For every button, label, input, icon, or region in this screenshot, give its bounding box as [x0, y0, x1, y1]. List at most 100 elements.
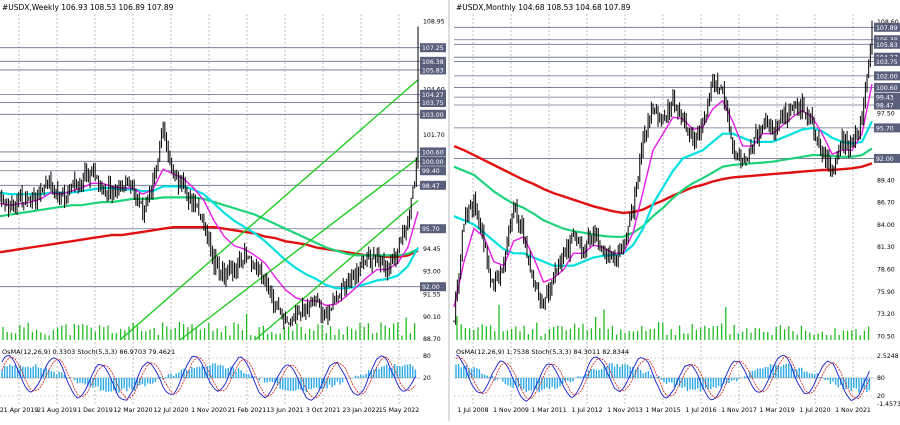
price-tag-box — [420, 180, 448, 190]
price-tick-label: 94.45 — [423, 246, 441, 253]
price-tick-label: 91.55 — [423, 291, 441, 298]
weekly-price-candles — [0, 26, 419, 330]
price-tag-label: 98.47 — [422, 183, 440, 190]
price-tag-label: 95.70 — [422, 226, 440, 233]
price-tag-label: 106.38 — [422, 59, 444, 66]
x-tick-label: 23 Jan 2022 — [342, 407, 379, 414]
ema-line-ema-long — [453, 144, 873, 215]
price-tag-label: 107.89 — [876, 25, 898, 32]
ema-line-ema-long — [0, 225, 419, 259]
x-tick-label: 21 Aug 2019 — [37, 407, 77, 414]
monthly-chart-title: #USDX,Monthly 104.68 108.53 104.68 107.8… — [456, 3, 631, 12]
price-tag-box — [874, 92, 900, 102]
price-tag-box — [420, 147, 448, 157]
price-tag-label: 107.25 — [422, 45, 444, 52]
price-tag-box — [420, 43, 448, 53]
monthly-price-candles — [453, 20, 873, 325]
price-tick-label: 97.50 — [877, 111, 895, 118]
price-tag-box — [874, 153, 900, 163]
monthly-price-lines — [454, 26, 874, 159]
price-tag-label: 105.83 — [876, 42, 898, 49]
stoch-main-line — [1, 355, 416, 401]
osc-tick-label: -1.4573 — [877, 401, 900, 408]
x-tick-label: 1 Jul 2008 — [457, 407, 488, 414]
monthly-chart-panel[interactable]: 2.5248 80 20-1.4573 108.60107.89106.38105.… — [453, 3, 900, 414]
monthly-time-axis: 1 Jul 2008 1 Nov 2009 1 Mar 2011 1 Jul 2012… — [457, 407, 870, 414]
weekly-time-axis: 21 Apr 2019 21 Aug 2019 1 Dec 2019 12 Mar 2… — [0, 407, 419, 414]
x-tick-label: 1 Mar 2019 — [759, 407, 794, 414]
price-tag-box — [420, 89, 448, 99]
monthly-price-axis: 108.60107.89106.38105.83104.27103.75102.… — [874, 19, 900, 340]
price-tick-label: 73.20 — [877, 311, 895, 318]
price-tick-label: 75.90 — [877, 289, 895, 296]
price-tag-label: 102.00 — [876, 73, 898, 80]
osc-tick-label: 80 — [423, 353, 431, 360]
price-tick-label: 93.00 — [423, 269, 441, 276]
x-tick-label: 21 Feb 2021 — [228, 407, 267, 414]
x-tick-label: 1 Mar 2011 — [531, 407, 566, 414]
price-tag-label: 100.60 — [876, 85, 898, 92]
monthly-volume-bars — [456, 304, 870, 340]
x-tick-label: 1 Jul 2016 — [685, 407, 716, 414]
price-tag-label: 103.75 — [422, 100, 444, 107]
price-tag-box — [874, 35, 900, 45]
ema-line-ema-slow — [453, 147, 873, 238]
price-tag-box — [420, 224, 448, 234]
price-tag-label: 92.00 — [876, 156, 894, 163]
price-tick-label: 88.70 — [423, 336, 441, 343]
stoch-signal-line — [1, 356, 416, 400]
x-tick-label: 1 Jul 2012 — [571, 407, 602, 414]
price-tick-label: 70.50 — [877, 333, 895, 340]
x-tick-label: 1 Jul 2020 — [799, 407, 830, 414]
price-tick-label: 81.30 — [877, 244, 895, 251]
stoch-main-line — [455, 354, 870, 402]
price-tag-box — [420, 156, 448, 166]
osc-tick-label: 2.5248 — [877, 353, 899, 360]
monthly-osc-label: OsMA(12,26,9) 1.7538 Stoch(5,3,3) 84.301… — [456, 348, 629, 356]
weekly-osc-label: OsMA(12,26,9) 0.3303 Stoch(5,3,3) 86.970… — [2, 348, 175, 356]
price-tag-box — [420, 56, 448, 66]
ema-line-ema-mid — [453, 120, 873, 267]
osc-tick-label: 20 — [877, 393, 885, 400]
price-tag-label: 103.75 — [876, 59, 898, 66]
x-tick-label: 15 May 2022 — [379, 407, 419, 414]
price-tag-label: 105.83 — [422, 67, 444, 74]
x-tick-label: 13 Jun 2021 — [266, 407, 303, 414]
stoch-signal-line — [455, 356, 870, 400]
price-tag-label: 99.40 — [422, 168, 440, 175]
trend-channel-line — [119, 79, 419, 341]
price-tag-box — [420, 65, 448, 75]
price-tick-label: 90.10 — [423, 314, 441, 321]
weekly-oscillator: 80 20 — [0, 353, 431, 401]
weekly-volume-bars — [2, 313, 416, 340]
x-tick-label: 1 Mar 2015 — [645, 407, 680, 414]
x-tick-label: 21 Apr 2019 — [0, 407, 38, 414]
price-tag-box — [874, 123, 900, 133]
weekly-price-lines — [0, 47, 420, 288]
trend-channel-line — [179, 157, 419, 341]
price-tag-box — [874, 100, 900, 110]
x-tick-label: 3 Oct 2021 — [306, 407, 340, 414]
price-tag-label: 95.70 — [876, 125, 894, 132]
x-tick-label: 1 Nov 2021 — [835, 407, 871, 414]
price-tick-label: 89.40 — [877, 177, 895, 184]
price-tag-label: 100.00 — [422, 159, 444, 166]
weekly-price-axis: 108.95107.25106.38105.83104.60104.27103.… — [420, 19, 448, 343]
price-tag-label: 104.27 — [422, 92, 444, 99]
price-tag-box — [874, 39, 900, 49]
price-tag-label: 98.47 — [876, 103, 894, 110]
price-tick-label: 84.00 — [877, 222, 895, 229]
price-tick-label: 108.95 — [423, 19, 445, 26]
price-tick-label: 86.70 — [877, 200, 895, 207]
osc-tick-label: 80 — [877, 375, 885, 382]
x-tick-label: 1 Nov 2020 — [191, 407, 227, 414]
weekly-chart-title: #USDX,Weekly 106.93 108.53 106.89 107.89 — [2, 3, 174, 12]
price-tag-label: 103.00 — [422, 112, 444, 119]
price-tag-box — [420, 282, 448, 292]
price-tick-label: 78.60 — [877, 267, 895, 274]
x-tick-label: 1 Dec 2019 — [77, 407, 113, 414]
x-tick-label: 12 Jul 2020 — [153, 407, 188, 414]
price-tag-label: 92.00 — [422, 284, 440, 291]
